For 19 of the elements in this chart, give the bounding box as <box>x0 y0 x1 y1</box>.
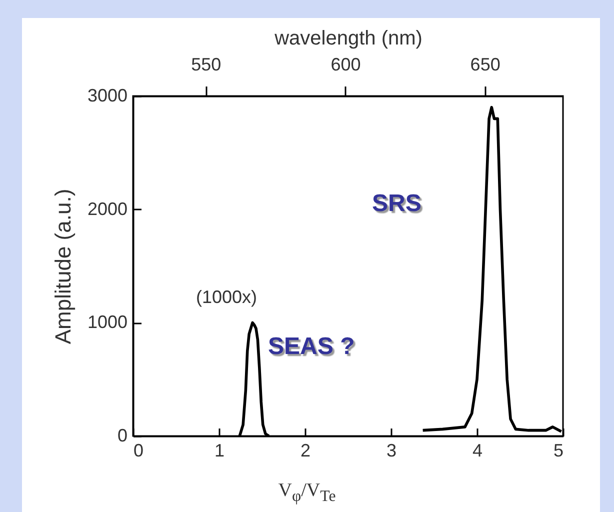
annotation: SEAS ? <box>268 333 355 361</box>
x-tick-label: 1 <box>214 440 225 460</box>
x-tick-label: 0 <box>134 440 144 460</box>
x2-tick-label: 650 <box>470 54 500 74</box>
x-tick-label: 2 <box>300 440 311 460</box>
y-tick-label: 0 <box>117 426 128 446</box>
y-tick-label: 3000 <box>87 86 128 106</box>
x2-axis-title: wavelength (nm) <box>274 28 422 50</box>
x-tick-label: 5 <box>553 440 564 460</box>
x-axis-title: V$_{φ}$/V$_{Te}$ <box>277 480 337 506</box>
y-tick-label: 2000 <box>87 198 128 219</box>
annotation: (1000x) <box>196 287 258 308</box>
x-tick-label: 4 <box>472 440 483 460</box>
x2-tick-label: 550 <box>191 54 222 74</box>
x-tick-label: 3 <box>386 440 397 460</box>
annotation: SRS <box>372 190 422 218</box>
y-tick-label: 1000 <box>87 312 128 332</box>
y-axis-title: Amplitude (a.u.) <box>50 188 76 344</box>
x2-tick-label: 600 <box>330 54 361 74</box>
